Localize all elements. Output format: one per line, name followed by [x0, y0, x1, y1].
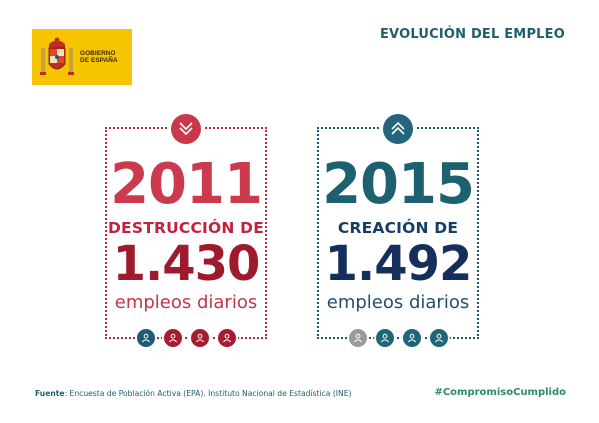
people-icons [319, 327, 477, 349]
government-label-line1: GOBIERNO [80, 49, 116, 57]
person-icon [188, 327, 211, 349]
government-label-line2: DE ESPAÑA [80, 57, 118, 64]
source-text: : Encuesta de Población Activa (EPA). In… [64, 389, 352, 398]
person-icon-fill [217, 329, 236, 347]
person-icon [346, 327, 369, 349]
source-note: Fuente: Encuesta de Población Activa (EP… [35, 389, 351, 398]
coat-of-arms-icon [40, 37, 74, 75]
people-icons [107, 327, 265, 349]
person-icon-fill [348, 329, 367, 347]
government-label: GOBIERNO DE ESPAÑA [80, 50, 118, 65]
card-unit: empleos diarios [114, 292, 258, 313]
source-label: Fuente [35, 389, 65, 398]
card-action: CREACIÓN DE [337, 219, 459, 237]
card-year: 2015 [322, 152, 475, 217]
card-year: 2011 [110, 152, 263, 217]
person-icon [373, 327, 396, 349]
card-number: 1.492 [324, 236, 473, 292]
card-2015: 2015 CREACIÓN DE 1.492 empleos diarios [317, 112, 479, 349]
page-title: EVOLUCIÓN DEL EMPLEO [379, 27, 565, 42]
person-icon [215, 327, 238, 349]
chevrons-down-icon [179, 122, 193, 136]
person-icon [134, 327, 157, 349]
card-badge [169, 112, 203, 146]
card-unit: empleos diarios [326, 292, 470, 313]
hashtag-link[interactable]: #CompromisoCumplido [434, 387, 566, 398]
person-icon [427, 327, 450, 349]
person-icon-fill [136, 329, 155, 347]
card-number: 1.430 [112, 236, 261, 292]
card-action: DESTRUCCIÓN DE [107, 219, 265, 237]
person-icon [400, 327, 423, 349]
government-logo: GOBIERNO DE ESPAÑA [32, 29, 132, 85]
person-icon-fill [163, 329, 182, 347]
card-2011: 2011 DESTRUCCIÓN DE 1.430 empleos diario… [105, 112, 267, 349]
chevrons-up-icon [391, 122, 405, 135]
person-icon-fill [190, 329, 209, 347]
person-icon-fill [429, 329, 448, 347]
person-icon-fill [375, 329, 394, 347]
person-icon [161, 327, 184, 349]
card-badge [381, 112, 415, 146]
person-icon-fill [402, 329, 421, 347]
